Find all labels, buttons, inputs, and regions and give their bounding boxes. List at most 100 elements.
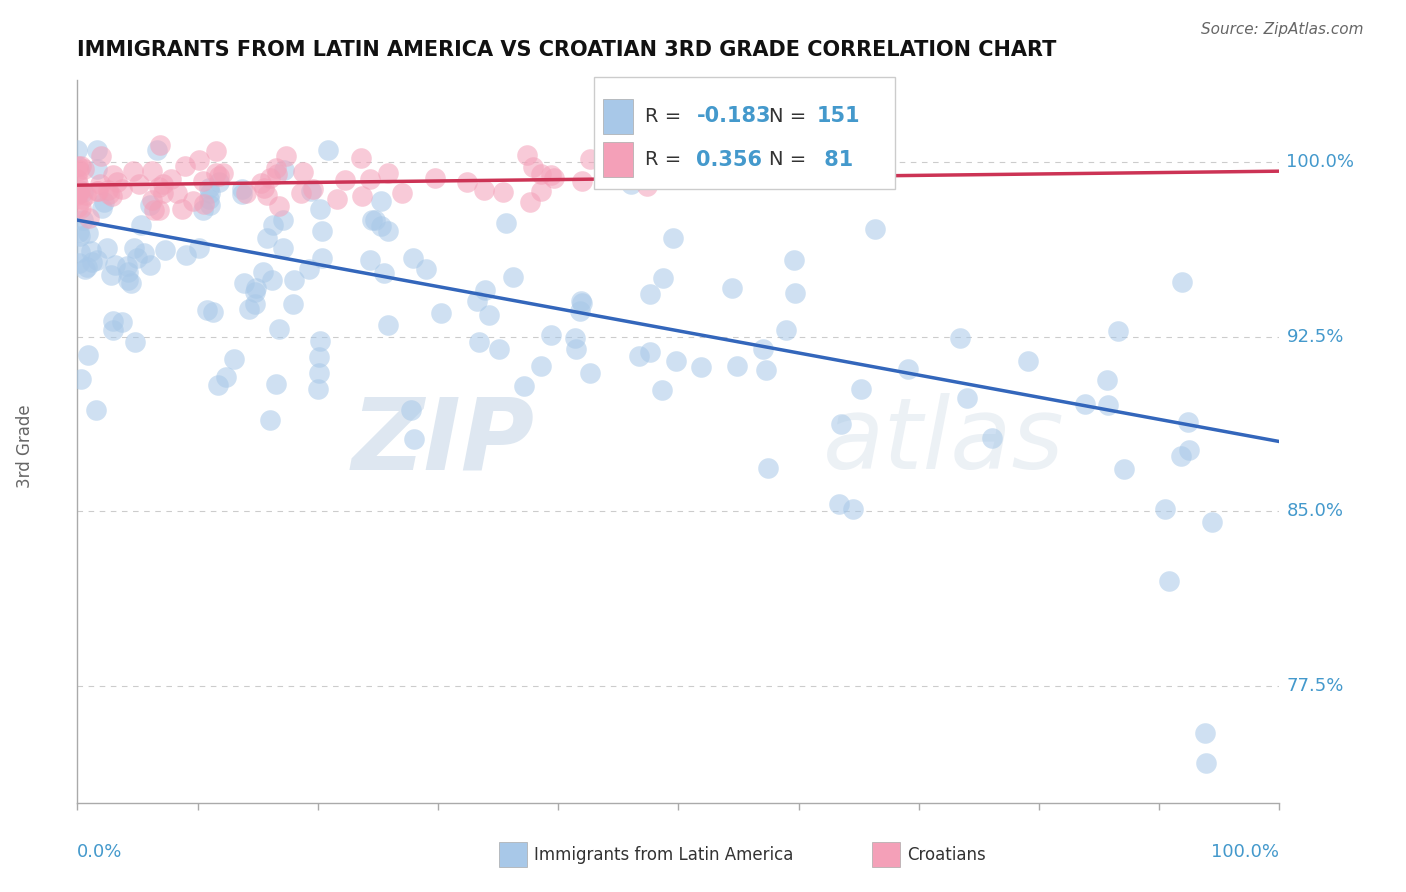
Point [404, 432, 426, 446]
Point [956, 391, 979, 405]
Point [122, 242, 145, 256]
Point [308, 350, 330, 364]
Point [198, 186, 221, 200]
Point [391, 186, 413, 200]
Point [253, 181, 276, 195]
Point [516, 148, 538, 162]
Point [256, 188, 278, 202]
Point [193, 174, 215, 188]
Point [188, 240, 211, 254]
Point [152, 177, 174, 191]
Point [250, 177, 273, 191]
Point [1194, 726, 1216, 740]
Point [96, 241, 118, 255]
Point [271, 241, 294, 255]
Point [67, 225, 90, 239]
Point [276, 149, 298, 163]
Point [1074, 397, 1097, 411]
Point [399, 403, 422, 417]
Point [124, 335, 146, 350]
Point [148, 203, 170, 218]
Point [690, 359, 713, 374]
Point [1201, 515, 1223, 529]
Point [205, 166, 228, 180]
Point [311, 224, 333, 238]
Point [111, 315, 134, 329]
Point [77, 348, 100, 362]
Point [1177, 443, 1199, 458]
Point [1171, 275, 1194, 289]
Point [166, 186, 188, 201]
Point [359, 253, 381, 268]
Point [1095, 373, 1118, 387]
Point [308, 366, 330, 380]
Point [86, 252, 108, 267]
Point [283, 273, 305, 287]
Point [271, 213, 294, 227]
Point [364, 212, 387, 227]
Point [565, 342, 588, 356]
Point [370, 194, 392, 208]
Point [309, 202, 332, 216]
Point [652, 271, 675, 285]
Point [145, 143, 167, 157]
Point [502, 269, 524, 284]
Point [129, 219, 152, 233]
Text: -0.183: -0.183 [696, 106, 770, 127]
Point [141, 194, 163, 208]
Point [578, 366, 600, 380]
Point [243, 285, 266, 299]
Point [152, 186, 174, 200]
Point [830, 417, 852, 432]
Point [308, 334, 330, 348]
Point [359, 171, 381, 186]
Text: R =: R = [645, 150, 688, 169]
Point [73, 161, 96, 176]
Point [662, 231, 685, 245]
Point [75, 187, 97, 202]
Text: 0.356: 0.356 [696, 150, 762, 169]
Point [204, 145, 226, 159]
Point [290, 186, 312, 200]
Point [782, 252, 804, 267]
Point [139, 198, 162, 212]
Point [640, 345, 662, 359]
Point [77, 211, 100, 225]
Point [373, 266, 395, 280]
Point [273, 163, 295, 178]
Point [207, 378, 229, 392]
Point [488, 342, 510, 356]
Point [326, 193, 349, 207]
Point [377, 318, 399, 332]
Point [627, 349, 650, 363]
Point [101, 188, 124, 202]
Point [1107, 324, 1129, 338]
Text: ZIP: ZIP [352, 393, 534, 490]
Point [93, 195, 115, 210]
Point [115, 259, 138, 273]
Text: Immigrants from Latin America: Immigrants from Latin America [534, 846, 793, 863]
Text: Source: ZipAtlas.com: Source: ZipAtlas.com [1201, 22, 1364, 37]
Point [665, 354, 688, 368]
Point [97, 183, 120, 197]
Point [620, 177, 643, 191]
Point [66, 187, 89, 202]
Point [195, 303, 218, 318]
Point [72, 185, 94, 199]
Point [725, 359, 748, 373]
Point [86, 162, 108, 177]
Point [311, 251, 333, 265]
Point [69, 229, 91, 244]
Point [897, 361, 920, 376]
Point [101, 313, 124, 327]
Text: 92.5%: 92.5% [1286, 327, 1344, 346]
Point [513, 379, 536, 393]
Point [267, 199, 290, 213]
Point [86, 184, 108, 198]
Point [141, 164, 163, 178]
Point [191, 203, 214, 218]
Point [69, 202, 91, 216]
Text: 100.0%: 100.0% [1286, 153, 1354, 171]
Point [117, 273, 139, 287]
Point [187, 153, 209, 168]
